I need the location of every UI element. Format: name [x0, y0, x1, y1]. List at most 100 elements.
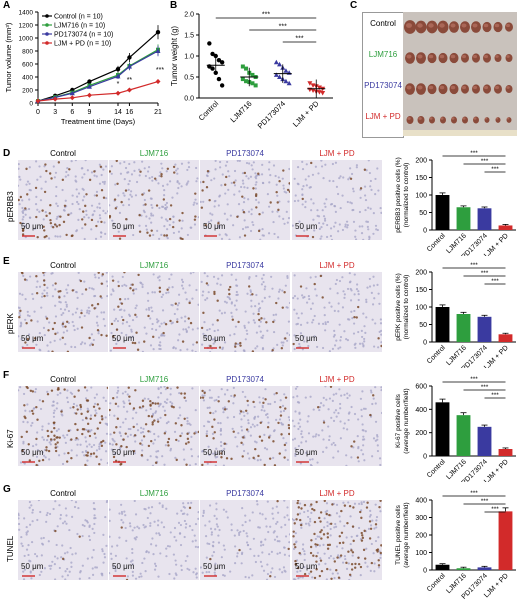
nucleus: [243, 186, 246, 189]
nucleus: [79, 443, 82, 446]
significance-label: ***: [295, 36, 303, 43]
nucleus: [178, 333, 181, 336]
stained-cell: [348, 573, 352, 576]
nucleus: [71, 313, 74, 316]
tumor-photo-image: [403, 20, 517, 136]
stained-cell: [195, 341, 199, 344]
nucleus: [326, 223, 329, 227]
nucleus: [36, 320, 39, 323]
nucleus: [334, 282, 337, 286]
nucleus: [257, 415, 260, 418]
nucleus: [163, 225, 166, 228]
nucleus: [351, 209, 354, 212]
nucleus: [275, 183, 278, 186]
nucleus: [170, 303, 173, 307]
stained-cell: [24, 207, 27, 210]
nucleus: [177, 417, 180, 420]
stained-cell: [176, 320, 179, 324]
nucleus: [293, 274, 296, 277]
stained-cell: [109, 216, 111, 219]
nucleus: [152, 273, 155, 276]
stained-cell: [200, 206, 204, 209]
nucleus: [292, 396, 295, 399]
stained-cell: [277, 421, 280, 425]
nucleus: [184, 559, 187, 563]
nucleus: [234, 545, 237, 548]
bar-3: [498, 334, 513, 342]
stained-cell: [301, 197, 304, 201]
nucleus: [149, 344, 153, 347]
nucleus: [95, 449, 99, 452]
stained-cell: [353, 315, 356, 319]
nucleus: [318, 408, 321, 412]
stained-cell: [43, 229, 46, 232]
nucleus: [298, 342, 301, 346]
stained-cell: [321, 296, 324, 299]
nucleus: [234, 350, 237, 352]
nucleus: [61, 188, 64, 192]
stained-cell: [56, 441, 59, 444]
nucleus: [313, 314, 316, 318]
nucleus: [273, 538, 277, 541]
nucleus: [86, 389, 89, 392]
nucleus: [156, 418, 160, 421]
nucleus: [335, 503, 339, 506]
nucleus: [284, 284, 287, 287]
stained-cell: [54, 449, 58, 453]
stained-cell: [113, 198, 117, 201]
nucleus: [364, 198, 368, 202]
scale-bar-label: 50 μm: [21, 448, 44, 457]
nucleus: [186, 182, 189, 185]
nucleus: [317, 172, 320, 175]
nucleus: [77, 506, 80, 510]
nucleus: [181, 219, 184, 222]
nucleus: [135, 535, 138, 539]
nucleus: [54, 304, 57, 307]
nucleus: [219, 160, 222, 164]
stained-cell: [359, 565, 363, 569]
stained-cell: [201, 189, 204, 192]
nucleus: [81, 187, 84, 190]
nucleus: [41, 451, 44, 454]
stained-cell: [169, 319, 172, 323]
scale-bar-label: 50 μm: [203, 448, 226, 457]
nucleus: [158, 325, 161, 328]
data-point: [316, 85, 322, 90]
nucleus: [258, 526, 261, 529]
nucleus: [139, 572, 142, 575]
nucleus: [316, 535, 319, 538]
nucleus: [314, 165, 317, 168]
stained-cell: [81, 432, 84, 436]
stained-cell: [95, 224, 98, 228]
nucleus: [53, 409, 56, 412]
nucleus: [218, 194, 222, 197]
micrograph-image: [18, 386, 108, 466]
nucleus: [172, 221, 175, 224]
nucleus: [269, 571, 273, 574]
nucleus: [206, 297, 209, 300]
nucleus: [84, 440, 88, 443]
nucleus: [324, 321, 327, 324]
stained-cell: [166, 386, 169, 390]
nucleus: [74, 175, 77, 178]
nucleus: [242, 182, 245, 185]
nucleus: [76, 532, 79, 536]
nucleus: [142, 427, 145, 430]
nucleus: [250, 164, 253, 167]
significance-label: ***: [470, 262, 478, 269]
nucleus: [224, 233, 227, 236]
nucleus: [19, 386, 22, 389]
nucleus: [36, 208, 39, 211]
stained-cell: [228, 292, 231, 296]
nucleus: [169, 393, 172, 396]
nucleus: [151, 464, 155, 466]
stained-cell: [275, 301, 278, 305]
nucleus: [152, 347, 155, 351]
nucleus: [320, 165, 324, 168]
nucleus: [251, 423, 254, 426]
nucleus: [380, 386, 382, 389]
nucleus: [194, 522, 198, 526]
nucleus: [206, 420, 210, 423]
nucleus: [106, 210, 108, 213]
nucleus: [314, 435, 317, 438]
